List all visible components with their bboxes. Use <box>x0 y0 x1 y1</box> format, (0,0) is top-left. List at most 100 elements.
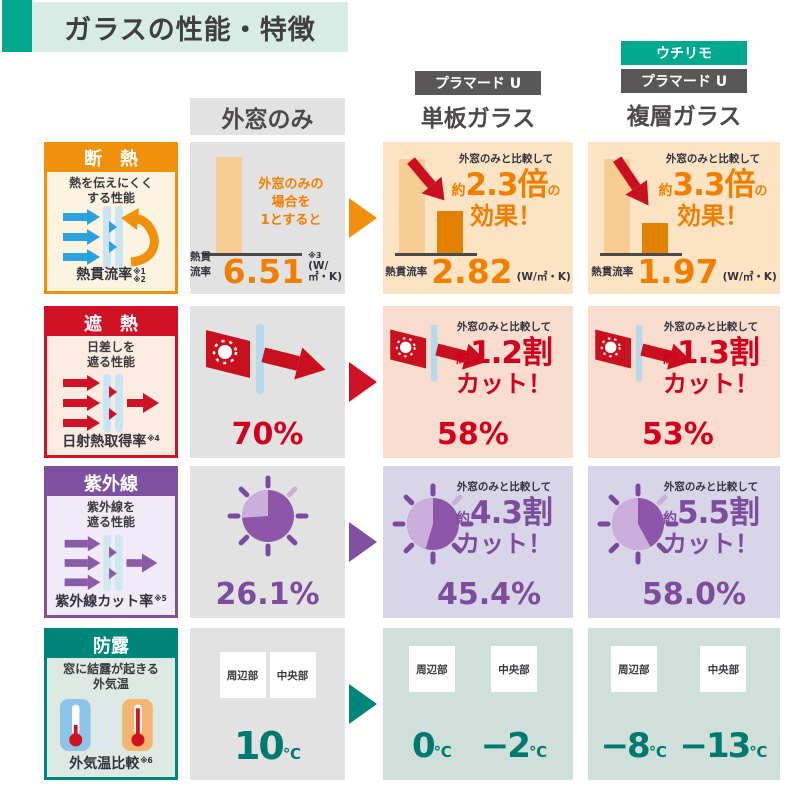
uv-arrows-icon <box>47 530 175 595</box>
effect-callout: 外窓のみと比較して 約5.5割 カット！ <box>648 481 774 558</box>
shading-single-value: 58% <box>437 417 509 452</box>
effect-callout: 外窓のみと比較して 約2.3倍の 効果！ <box>445 153 567 230</box>
feature-title: 断 熱 <box>47 145 175 172</box>
compare-note: 外窓のみと比較して <box>665 153 761 165</box>
feature-metric: 日射熱取得率 ※4 <box>62 434 160 450</box>
compare-note: 外窓のみと比較して <box>663 481 759 493</box>
base-note: 外窓のみの 場合を 1とすると <box>258 177 324 229</box>
effect-line2: 効果！ <box>470 201 542 230</box>
effect-callout: 外窓のみと比較して 約3.3倍の 効果！ <box>652 153 774 230</box>
uv-single-value: 45.4% <box>437 577 542 612</box>
edge-column: 周辺部 −8℃ <box>601 646 667 766</box>
uv-base-cell: 26.1% <box>190 466 345 618</box>
effect-line2: カット！ <box>663 529 759 558</box>
sun-block-arrow-icon <box>595 324 693 382</box>
shading-base-value: 70% <box>231 417 304 452</box>
uv-sun-pie-icon <box>597 483 679 565</box>
title-accent-square <box>2 0 32 52</box>
bar-baseline <box>202 253 302 256</box>
feature-metric: 紫外線カット率 ※5 <box>55 594 167 610</box>
flow-arrow-icon <box>349 522 377 562</box>
compare-note: 外窓のみと比較して <box>456 481 552 493</box>
compare-note: 外窓のみと比較して <box>458 153 554 165</box>
feature-title: 遮 熱 <box>47 309 175 336</box>
shading-single-cell: 外窓のみと比較して 約1.2割 カット！ 58% <box>383 306 573 458</box>
feature-desc: 熱を伝えにくく する性能 <box>69 175 153 205</box>
shading-double-cell: 外窓のみと比較して 約1.3割 カット！ 53% <box>588 306 780 458</box>
center-column: 中央部 −2℃ <box>481 646 547 766</box>
chip-center: 中央部 <box>269 652 316 698</box>
column-label-double-glass: 複層ガラス <box>626 104 742 130</box>
row-insulation: 断 熱 熱を伝えにくく する性能 <box>0 142 800 294</box>
feature-metric: 外気温比較 ※6 <box>69 756 153 772</box>
feature-desc: 窓に結露が起きる 外気温 <box>63 662 159 691</box>
effect-line1: 約3.3倍の <box>658 166 768 203</box>
center-temperature: −2℃ <box>480 726 548 766</box>
feature-card-insulation: 断 熱 熱を伝えにくく する性能 <box>44 142 178 294</box>
feature-desc: 日差しを 遮る性能 <box>86 340 135 369</box>
compare-note: 外窓のみと比較して <box>456 321 552 333</box>
brand-badge-plamadou: プラマード U <box>621 69 747 93</box>
temperature-columns: 周辺部 −8℃ 中央部 −13℃ <box>588 646 780 766</box>
footnote-marks: ※1 ※2 <box>133 266 146 285</box>
column-label-single-glass: 単板ガラス <box>420 106 536 132</box>
feature-card-uv: 紫外線 紫外線を 遮る性能 紫外線カット率 <box>44 466 178 618</box>
position-chips: 周辺部 中央部 <box>190 652 345 698</box>
brand-badge-uchirimo: ウチリモ <box>621 41 747 65</box>
insulation-base-cell: 外窓のみの 場合を 1とすると 熱貫流率 6.51 ※3 (W/㎡・K) <box>190 142 345 294</box>
thermometers-icon <box>47 692 175 757</box>
bar-chart-double <box>598 152 708 256</box>
insulation-single-cell: 外窓のみと比較して 約2.3倍の 効果！ 熱貫流率 2.82 (W/㎡・K) <box>383 142 573 294</box>
chip-edge: 周辺部 <box>219 652 266 698</box>
footnote-mark: ※3 <box>308 251 322 261</box>
row-uv: 紫外線 紫外線を 遮る性能 紫外線カット率 <box>0 466 800 618</box>
flow-arrow-icon <box>349 198 377 238</box>
column-header-double-glass: ウチリモ プラマード U 複層ガラス <box>588 41 780 131</box>
edge-temperature: 0℃ <box>411 726 452 766</box>
flow-arrow-icon <box>349 362 377 402</box>
effect-callout: 外窓のみと比較して 約1.2割 カット！ <box>441 321 567 398</box>
decline-arrow-icon <box>407 157 445 201</box>
edge-column: 周辺部 0℃ <box>408 646 455 766</box>
insulation-double-cell: 外窓のみと比較して 約3.3倍の 効果！ 熱貫流率 1.97 (W/㎡・K) <box>588 142 780 294</box>
temperature-columns: 周辺部 0℃ 中央部 −2℃ <box>383 646 573 766</box>
footnote-marks: ※5 <box>154 594 167 603</box>
footnote-marks: ※4 <box>147 434 160 443</box>
feature-metric: 熱貫流率 ※1 ※2 <box>76 266 146 285</box>
insulation-arrows-icon <box>47 205 175 268</box>
feature-card-condensation: 防露 窓に結露が起きる 外気温 外気温比較 ※6 <box>44 628 178 780</box>
row-shading: 遮 熱 日差しを 遮る性能 日射熱取得率 <box>0 306 800 458</box>
effect-line1: 約1.2割 <box>456 334 553 371</box>
effect-line2: カット！ <box>456 529 552 558</box>
effect-line1: 約5.5割 <box>663 494 760 531</box>
effect-line1: 約2.3倍の <box>451 166 561 203</box>
uv-single-cell: 外窓のみと比較して 約4.3割 カット！ 45.4% <box>383 466 573 618</box>
uv-base-value: 26.1% <box>215 577 320 612</box>
center-temperature: −13℃ <box>679 726 768 766</box>
effect-line2: カット！ <box>456 369 552 398</box>
feature-card-shading: 遮 熱 日差しを 遮る性能 日射熱取得率 <box>44 306 178 458</box>
page-title: ガラスの性能・特徴 <box>64 14 316 46</box>
bar-outer-window <box>216 157 242 253</box>
flow-arrow-icon <box>349 684 377 724</box>
effect-line2: 効果！ <box>677 201 749 230</box>
feature-title: 防露 <box>47 631 175 658</box>
effect-line2: カット！ <box>663 369 759 398</box>
uv-double-cell: 外窓のみと比較して 約5.5割 カット！ 58.0% <box>588 466 780 618</box>
uv-sun-pie-icon <box>227 475 309 557</box>
effect-line1: 約1.3割 <box>663 334 760 371</box>
bar-baseline <box>395 253 477 256</box>
metric-unit: ※3 (W/㎡・K) <box>308 251 345 286</box>
bar-improved <box>437 211 463 253</box>
uv-double-value: 58.0% <box>642 577 747 612</box>
bar-baseline <box>600 253 682 256</box>
feature-desc: 紫外線を 遮る性能 <box>86 500 135 529</box>
condensation-double-cell: 周辺部 −8℃ 中央部 −13℃ <box>588 628 780 780</box>
edge-temperature: −8℃ <box>600 726 667 766</box>
column-header-outer-window: 外窓のみ <box>190 98 345 135</box>
condensation-base-cell: 周辺部 中央部 10℃ <box>190 628 345 780</box>
row-condensation: 防露 窓に結露が起きる 外気温 外気温比較 ※6 <box>0 628 800 780</box>
bar-improved <box>642 223 668 253</box>
effect-callout: 外窓のみと比較して 約4.3割 カット！ <box>441 481 567 558</box>
